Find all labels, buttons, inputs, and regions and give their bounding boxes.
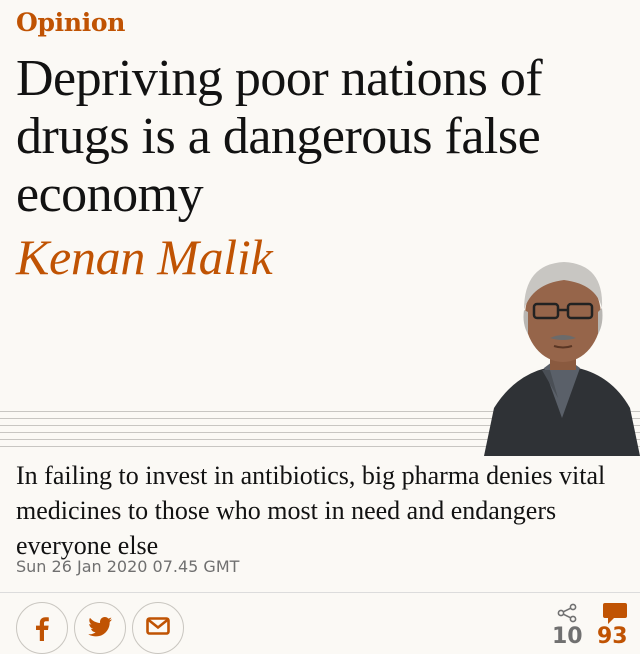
comment-count[interactable]: 93 (597, 624, 628, 649)
section-label[interactable]: Opinion (16, 8, 126, 37)
standfirst: In failing to invest in antibiotics, big… (16, 461, 606, 560)
divider (0, 592, 640, 593)
email-icon (146, 617, 170, 635)
headline: Depriving poor nations of drugs is a dan… (16, 50, 543, 223)
share-twitter-button[interactable] (74, 602, 126, 654)
share-icon[interactable] (557, 603, 577, 627)
twitter-icon (88, 617, 112, 637)
byline-author[interactable]: Kenan Malik (16, 229, 273, 285)
facebook-icon (35, 617, 49, 641)
share-email-button[interactable] (132, 602, 184, 654)
share-facebook-button[interactable] (16, 602, 68, 654)
comment-icon[interactable] (602, 602, 628, 630)
author-portrait (484, 258, 640, 456)
publication-date: Sun 26 Jan 2020 07.45 GMT (16, 557, 240, 576)
share-count: 10 (552, 624, 583, 649)
